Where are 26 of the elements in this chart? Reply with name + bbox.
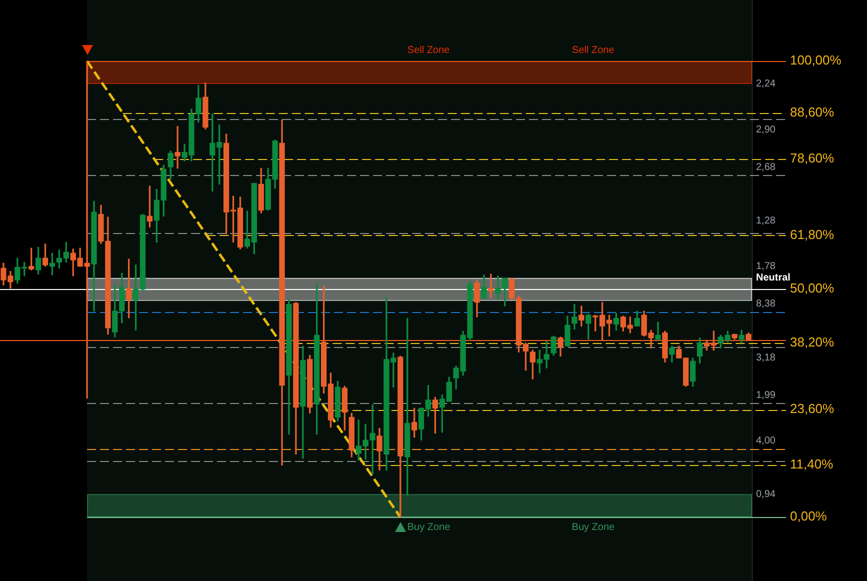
text: 2,68	[756, 162, 776, 173]
y-tick-label: 88,60%	[790, 104, 835, 120]
annotation: Sell Zone	[407, 44, 450, 56]
y-tick-label: 38,20%	[790, 334, 835, 350]
text: 8,38	[756, 298, 776, 310]
band-label: Sell Zone	[572, 44, 615, 56]
candlestick	[174, 126, 180, 169]
text: 2,90	[756, 124, 776, 136]
y-tick-label: 23,60%	[790, 401, 835, 416]
text: 1,99	[756, 390, 776, 401]
y-tick-label: 100,00%	[790, 52, 842, 68]
text: 1,28	[756, 215, 776, 226]
band-label: Neutral	[756, 272, 791, 284]
band-label: Buy Zone	[572, 522, 616, 533]
text: 2,24	[756, 78, 776, 90]
y-tick-label: 61,80%	[790, 226, 835, 242]
annotation: Buy Zone	[407, 522, 451, 533]
candlestick	[655, 322, 661, 341]
text: 4,00	[756, 435, 776, 446]
y-tick-label: 11,40%	[790, 456, 834, 472]
y-tick-label: 0,00%	[790, 508, 828, 524]
text: 3,18	[756, 352, 776, 364]
text: 1,78	[756, 261, 776, 272]
y-tick-label: 78,60%	[790, 150, 835, 166]
y-tick-label: 50,00%	[790, 280, 835, 296]
text: 0,94	[756, 489, 776, 500]
